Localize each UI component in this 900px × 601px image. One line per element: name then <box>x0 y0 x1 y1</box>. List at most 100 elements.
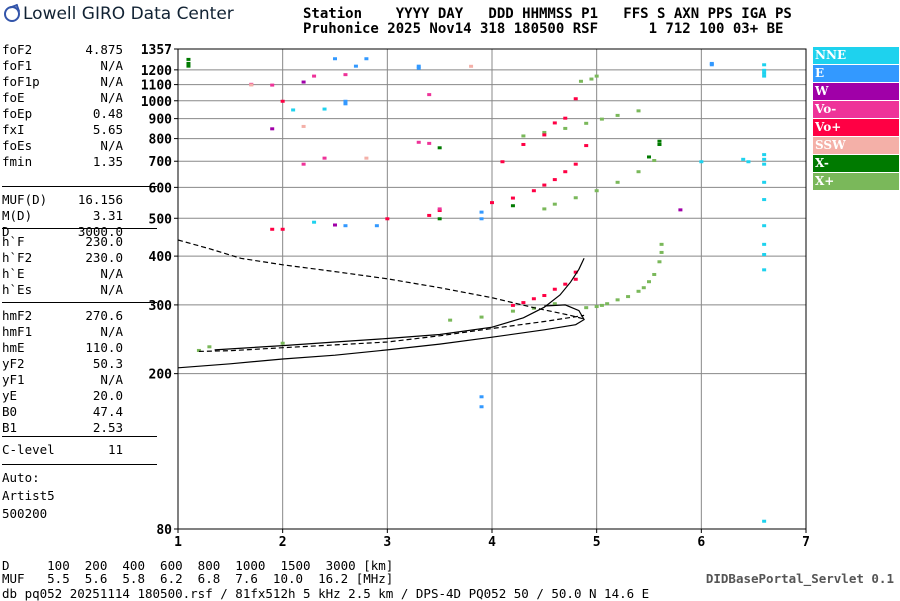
param-name: h`Es <box>2 282 33 297</box>
param-name: fmin <box>2 154 33 169</box>
y-tick-label: 1100 <box>141 79 172 94</box>
echo-point <box>479 210 484 214</box>
echo-point <box>542 130 547 134</box>
echo-point <box>479 315 484 319</box>
echo-point <box>385 217 390 221</box>
echo-point <box>416 140 421 144</box>
param-name: M(D) <box>2 208 33 223</box>
panel-separator <box>2 436 157 437</box>
legend-item: NNE <box>813 47 899 64</box>
param-name: foEp <box>2 106 33 121</box>
echo-point <box>364 57 369 61</box>
echo-point <box>762 180 767 184</box>
y-tick-label: 500 <box>149 212 173 227</box>
param-value: 3000.0 <box>77 224 123 239</box>
param-name: foE <box>2 90 25 105</box>
echo-point <box>552 302 557 306</box>
echo-point <box>678 208 683 212</box>
echo-point <box>599 303 604 307</box>
echo-point <box>552 287 557 291</box>
echo-point <box>427 141 432 145</box>
echo-point <box>270 227 275 231</box>
echo-point <box>322 156 327 160</box>
param-value: N/A <box>100 138 123 153</box>
echo-point <box>563 116 568 120</box>
echo-point <box>437 207 442 211</box>
param-value: N/A <box>100 74 123 89</box>
echo-point <box>594 189 599 193</box>
panel-separator <box>2 186 157 187</box>
echo-point <box>510 204 515 208</box>
param-name: h`F <box>2 234 25 249</box>
echo-point <box>270 127 275 131</box>
echo-point <box>652 272 657 276</box>
logo: Lowell GIRO Data Center <box>4 4 234 24</box>
plot-frame <box>177 48 807 530</box>
echo-point <box>636 289 641 293</box>
param-value: 230.0 <box>85 234 123 249</box>
echo-point <box>416 64 421 68</box>
echo-point <box>741 157 746 161</box>
model-trace-solid <box>177 304 585 369</box>
y-tick-label: 1000 <box>141 95 172 110</box>
echo-point <box>573 97 578 101</box>
echo-point <box>542 294 547 298</box>
y-tick-label: 700 <box>149 155 173 170</box>
echo-point <box>542 207 547 211</box>
echo-point <box>469 64 474 68</box>
panel-separator <box>2 302 157 303</box>
parameter-panel: foF2 4.875 foF1 N/A foF1p N/A foE N/A foEp 0.48 fx… <box>2 42 157 522</box>
param-name: fxI <box>2 122 25 137</box>
y-tick-label: 400 <box>149 250 173 265</box>
echo-point <box>479 217 484 221</box>
x-tick-label: 5 <box>593 535 601 550</box>
panel-separator <box>2 464 157 465</box>
echo-point <box>312 220 317 224</box>
logo-text: Lowell GIRO Data Center <box>23 4 234 24</box>
y-tick-label: 80 <box>156 523 172 538</box>
echo-point <box>280 227 285 231</box>
echo-point <box>584 121 589 125</box>
echo-point <box>573 270 578 274</box>
param-name: foEs <box>2 138 33 153</box>
param-name: foF1p <box>2 74 40 89</box>
param-name: foF1 <box>2 58 33 73</box>
param-value: N/A <box>100 324 123 339</box>
echo-point <box>510 303 515 307</box>
echo-point <box>270 83 275 87</box>
x-tick-label: 4 <box>488 535 496 550</box>
echo-point <box>448 318 453 322</box>
param-name: hmE <box>2 340 25 355</box>
y-tick-label: 900 <box>149 113 173 128</box>
legend-item: Vo+ <box>813 119 899 136</box>
echo-point <box>510 196 515 200</box>
echo-point <box>301 162 306 166</box>
footer-distance-row: D 100 200 400 600 800 1000 1500 3000 [km… <box>2 558 394 573</box>
echo-point <box>280 99 285 103</box>
echo-point <box>490 201 494 205</box>
param-name: C-level <box>2 442 55 457</box>
echo-point <box>437 146 442 150</box>
param-value: 50.3 <box>92 356 123 371</box>
echo-point <box>196 348 201 352</box>
param-value: N/A <box>100 282 123 297</box>
param-value: 1.35 <box>92 154 123 169</box>
y-tick-label: 1357 <box>141 43 172 58</box>
auto-scaling-info: Artist5 <box>2 488 55 503</box>
legend-item: X+ <box>813 173 899 190</box>
echo-point <box>657 260 662 264</box>
echo-point <box>291 108 296 112</box>
param-value: 110.0 <box>85 340 123 355</box>
echo-point <box>762 63 767 67</box>
echo-point <box>437 209 442 213</box>
servlet-label: DIDBasePortal_Servlet 0.1 <box>705 571 894 586</box>
auto-scaling-info: Auto: <box>2 470 40 485</box>
header-line-2: Pruhonice 2025 Nov14 318 180500 RSF 1 71… <box>303 21 784 37</box>
giro-logo-icon <box>4 6 20 22</box>
echo-point <box>479 395 484 399</box>
echo-point <box>762 74 767 78</box>
echo-point <box>343 224 348 228</box>
echo-point <box>374 224 379 228</box>
panel-separator <box>2 228 157 229</box>
echo-point <box>563 170 568 174</box>
